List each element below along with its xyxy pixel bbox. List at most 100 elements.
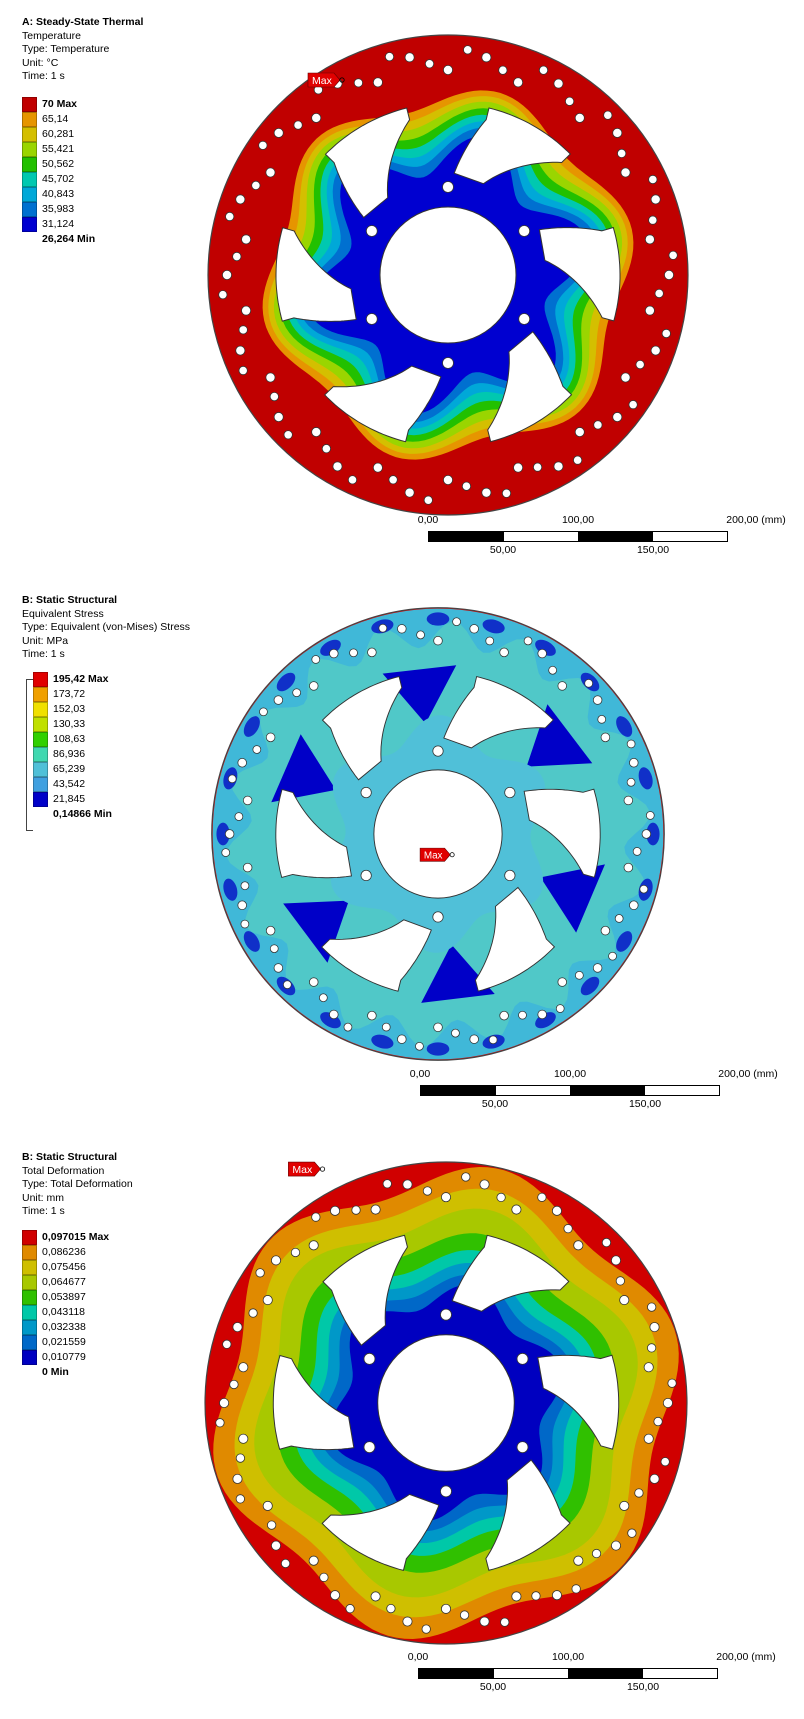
result-info: B: Static Structural Equivalent Stress T…	[22, 594, 190, 662]
legend-value: 31,124	[42, 218, 75, 230]
result-unit: Unit: °C	[22, 56, 59, 69]
drill-hole	[553, 461, 564, 472]
drill-hole	[440, 1603, 452, 1614]
cooling-slot	[474, 886, 556, 992]
disc-contour-plot: Max	[211, 607, 665, 1061]
max-marker: Max	[419, 847, 455, 862]
legend-row: 0,032338	[22, 1320, 109, 1335]
drill-hole	[498, 65, 508, 75]
drill-hole	[255, 1268, 265, 1278]
legend-value: 0,010779	[42, 1351, 86, 1363]
legend-row: 0 Min	[22, 1365, 109, 1380]
drill-hole	[537, 1192, 547, 1202]
legend-swatch	[33, 717, 48, 732]
legend-bracket	[26, 679, 33, 831]
drill-hole	[654, 288, 664, 299]
low-stress-patch	[371, 1034, 394, 1049]
bolt-hole	[360, 869, 372, 882]
drill-hole	[381, 1022, 391, 1032]
drill-hole	[593, 420, 603, 430]
legend-row: 60,281	[22, 127, 95, 142]
drill-hole	[311, 427, 322, 438]
drill-hole	[229, 1379, 239, 1390]
drill-hole	[397, 624, 407, 634]
legend-swatch	[22, 142, 37, 157]
drill-hole	[267, 1520, 277, 1530]
legend-row: 0,097015 Max	[22, 1230, 109, 1245]
scale-label: 200,00 (mm)	[716, 1651, 776, 1663]
legend-swatch	[22, 1245, 37, 1260]
drill-hole	[421, 1624, 431, 1634]
drill-hole	[330, 1205, 341, 1216]
drill-hole	[663, 269, 674, 280]
drill-hole	[600, 925, 611, 936]
max-marker-flag	[419, 847, 451, 862]
drill-hole	[573, 1555, 584, 1566]
max-marker-label: Max	[292, 1164, 313, 1176]
drill-hole	[451, 1028, 460, 1038]
scale-segment	[503, 532, 578, 541]
cooling-slot	[485, 1459, 571, 1571]
drill-hole	[557, 681, 567, 691]
drill-hole	[273, 412, 284, 423]
bolt-hole	[516, 1352, 529, 1365]
center-bore	[377, 1334, 515, 1472]
result-type: Type: Equivalent (von-Mises) Stress	[22, 621, 191, 633]
center-bore	[373, 769, 503, 899]
drill-hole	[384, 52, 395, 62]
legend-swatch	[22, 202, 37, 217]
drill-hole	[235, 345, 246, 356]
drill-hole	[537, 1009, 547, 1020]
legend-row: 0,021559	[22, 1335, 109, 1350]
drill-hole	[523, 636, 533, 646]
drill-hole	[649, 1473, 660, 1484]
drill-hole	[248, 1308, 258, 1318]
legend-value: 35,983	[42, 203, 75, 215]
drill-hole	[619, 1500, 630, 1511]
cooling-slot	[324, 107, 411, 219]
legend-value: 70 Max	[42, 98, 78, 110]
result-name: Temperature	[22, 29, 81, 42]
low-stress-patch	[243, 931, 260, 952]
drill-hole	[329, 648, 339, 659]
legend-row: 31,124	[22, 217, 95, 232]
legend-row: 195,42 Max	[33, 672, 112, 687]
drill-hole	[485, 636, 495, 646]
legend-swatch	[22, 97, 37, 112]
bolt-hole	[504, 786, 516, 799]
drill-hole	[612, 412, 623, 423]
drill-hole	[643, 1362, 654, 1373]
legend-swatch	[22, 127, 37, 142]
legend-value: 0,032338	[42, 1321, 86, 1333]
legend-value: 130,33	[53, 718, 86, 730]
drill-hole	[218, 290, 228, 300]
drill-hole	[309, 977, 319, 987]
drill-hole	[635, 359, 645, 370]
drill-hole	[388, 475, 398, 485]
drill-hole	[608, 951, 617, 961]
cooling-slot	[453, 107, 572, 185]
drill-hole	[648, 215, 658, 225]
scale-label: 100,00	[553, 1068, 587, 1080]
low-stress-patch	[638, 767, 653, 790]
drill-hole	[667, 1378, 677, 1388]
low-stress-patch	[646, 822, 660, 846]
legend-row: 152,03	[33, 702, 112, 717]
legend-value: 86,936	[53, 748, 86, 760]
drill-hole	[423, 495, 433, 505]
drill-hole	[614, 914, 624, 923]
scale-label: 200,00 (mm)	[718, 1068, 778, 1080]
drill-hole	[433, 1022, 443, 1032]
drill-hole	[386, 1603, 396, 1614]
drill-hole	[641, 829, 652, 839]
drill-hole	[481, 487, 492, 498]
drill-hole	[500, 1617, 510, 1627]
drill-hole	[584, 678, 594, 688]
drill-hole	[292, 688, 301, 697]
drill-hole	[270, 1255, 282, 1266]
drill-hole	[488, 1035, 498, 1045]
drill-hole	[280, 1558, 291, 1569]
drill-hole	[481, 52, 492, 63]
deformation-panel: B: Static Structural Total Deformation T…	[0, 1137, 804, 1719]
drill-hole	[367, 1010, 377, 1021]
